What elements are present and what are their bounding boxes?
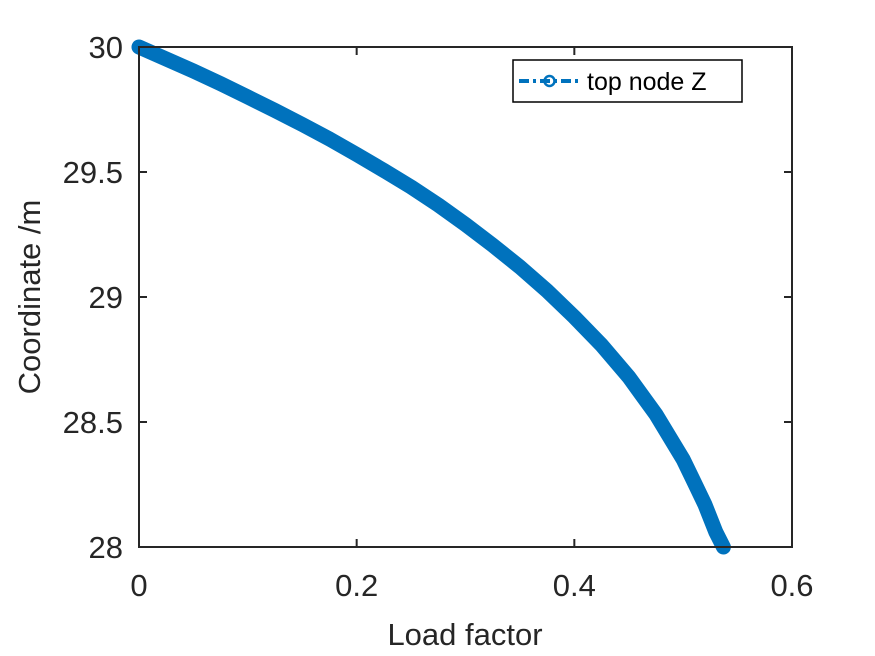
series-point: [240, 90, 255, 104]
series-point: [687, 475, 702, 489]
series-point: [594, 338, 609, 352]
series-point: [186, 64, 201, 78]
series-point: [349, 147, 364, 162]
x-axis-label: Load factor: [387, 617, 542, 652]
x-tick-label: 0.2: [335, 568, 378, 603]
y-tick-label: 28: [89, 530, 123, 565]
y-axis-label: Coordinate /m: [12, 200, 47, 395]
y-tick-label: 28.5: [63, 405, 123, 440]
series-point: [621, 370, 636, 384]
x-tick-label: 0.6: [770, 568, 813, 603]
x-tick-label: 0.4: [553, 568, 596, 603]
series-point: [540, 283, 555, 298]
series-layer: [131, 39, 731, 555]
series-point: [431, 198, 446, 212]
series-point: [708, 525, 723, 539]
series-point: [213, 76, 228, 91]
series-point: [404, 180, 419, 194]
series-point: [458, 217, 473, 232]
legend: top node Z: [512, 59, 743, 103]
series-point: [295, 117, 310, 132]
tick-layer: 0 0.2 0.4 0.6 28 28.5 29 29.5 30: [63, 30, 814, 603]
series-point: [376, 163, 391, 178]
series-point: [159, 52, 174, 66]
series-point: [322, 132, 337, 146]
series-point: [485, 238, 500, 253]
legend-series-label: top node Z: [587, 68, 707, 96]
legend-marker-sample: [543, 74, 556, 88]
series-point: [649, 407, 663, 422]
y-tick-label: 29.5: [63, 155, 123, 190]
y-tick-label: 30: [89, 30, 123, 65]
legend-box: [512, 59, 743, 103]
series-point: [512, 260, 527, 274]
series-point: [268, 103, 282, 118]
series-point: [676, 452, 691, 467]
series-point: [697, 497, 712, 512]
y-tick-label: 29: [89, 280, 123, 315]
x-tick-label: 0: [130, 568, 147, 603]
series-point: [567, 310, 582, 324]
